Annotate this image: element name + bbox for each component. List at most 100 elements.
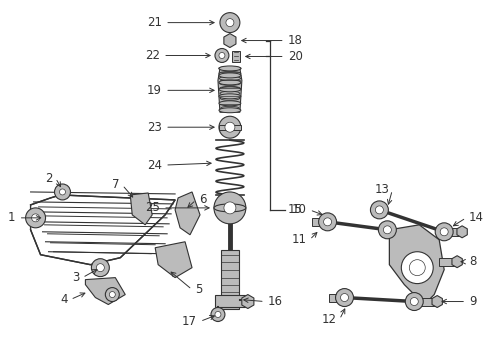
Circle shape [54, 184, 70, 200]
Text: 17: 17 [182, 315, 197, 328]
Bar [311, 218, 321, 226]
Text: 4: 4 [60, 293, 67, 306]
Ellipse shape [219, 76, 240, 80]
Circle shape [214, 192, 245, 224]
Polygon shape [388, 225, 443, 305]
Ellipse shape [219, 94, 241, 99]
Bar [438, 258, 454, 266]
Circle shape [215, 49, 228, 62]
Polygon shape [31, 195, 175, 265]
Circle shape [25, 208, 45, 228]
Polygon shape [31, 192, 175, 204]
Ellipse shape [219, 80, 241, 85]
Circle shape [224, 202, 235, 214]
Circle shape [225, 19, 233, 27]
Polygon shape [42, 232, 167, 244]
Polygon shape [224, 33, 236, 48]
Circle shape [220, 13, 240, 32]
Circle shape [32, 214, 40, 222]
Text: 12: 12 [321, 313, 336, 326]
Text: 23: 23 [147, 121, 162, 134]
Ellipse shape [219, 81, 240, 85]
Text: 25: 25 [145, 201, 160, 215]
Bar [445, 228, 459, 236]
Bar [328, 293, 338, 302]
Circle shape [375, 206, 383, 214]
Circle shape [434, 223, 452, 241]
Text: 8: 8 [468, 255, 475, 268]
Text: 24: 24 [147, 158, 162, 172]
Ellipse shape [219, 101, 241, 106]
Text: 5: 5 [195, 283, 202, 296]
Circle shape [340, 293, 348, 302]
Bar [221, 250, 239, 310]
Circle shape [219, 53, 224, 58]
Circle shape [370, 201, 387, 219]
Circle shape [405, 293, 423, 310]
Ellipse shape [220, 101, 239, 105]
Circle shape [109, 292, 115, 298]
Text: 20: 20 [287, 50, 302, 63]
Bar [219, 125, 241, 130]
Circle shape [219, 116, 241, 138]
Circle shape [401, 252, 432, 284]
Circle shape [96, 264, 104, 272]
Ellipse shape [219, 86, 240, 90]
Ellipse shape [219, 66, 241, 71]
Polygon shape [431, 296, 442, 307]
Polygon shape [456, 226, 467, 238]
Circle shape [439, 228, 447, 236]
Bar [231, 50, 240, 62]
Polygon shape [85, 278, 125, 305]
Text: 15: 15 [287, 203, 302, 216]
Text: 11: 11 [291, 233, 306, 246]
Text: 3: 3 [72, 271, 79, 284]
Ellipse shape [218, 67, 241, 71]
Polygon shape [155, 242, 192, 278]
Circle shape [383, 226, 390, 234]
Polygon shape [175, 192, 200, 235]
Polygon shape [40, 222, 169, 234]
Text: 18: 18 [287, 34, 302, 47]
Ellipse shape [219, 87, 241, 92]
Text: 19: 19 [147, 84, 162, 97]
Text: 14: 14 [468, 211, 483, 224]
Circle shape [409, 298, 417, 306]
Polygon shape [223, 15, 236, 31]
Circle shape [60, 189, 65, 195]
Ellipse shape [220, 106, 239, 110]
Ellipse shape [220, 91, 240, 95]
Ellipse shape [219, 71, 241, 75]
Polygon shape [48, 252, 163, 264]
Ellipse shape [214, 204, 245, 212]
Bar [221, 68, 239, 110]
Polygon shape [451, 256, 461, 268]
Polygon shape [34, 202, 173, 214]
Polygon shape [37, 212, 171, 224]
Text: 22: 22 [145, 49, 160, 62]
Text: 21: 21 [147, 16, 162, 29]
Circle shape [378, 221, 396, 239]
Polygon shape [130, 193, 152, 225]
Text: 1: 1 [8, 211, 16, 224]
Text: 13: 13 [374, 184, 388, 197]
Ellipse shape [219, 73, 241, 78]
Ellipse shape [220, 96, 239, 100]
Text: 10: 10 [291, 203, 306, 216]
Bar [220, 68, 240, 110]
Polygon shape [218, 68, 242, 112]
Circle shape [335, 289, 353, 306]
Circle shape [91, 259, 109, 276]
Circle shape [323, 218, 331, 226]
Bar [215, 294, 244, 306]
Circle shape [210, 307, 224, 321]
Circle shape [224, 122, 234, 132]
Text: 2: 2 [45, 171, 52, 185]
Text: 7: 7 [112, 179, 119, 192]
Circle shape [318, 213, 336, 231]
Ellipse shape [219, 108, 241, 113]
Polygon shape [45, 242, 165, 254]
Text: 6: 6 [199, 193, 206, 206]
Circle shape [105, 288, 119, 302]
Circle shape [215, 311, 221, 318]
